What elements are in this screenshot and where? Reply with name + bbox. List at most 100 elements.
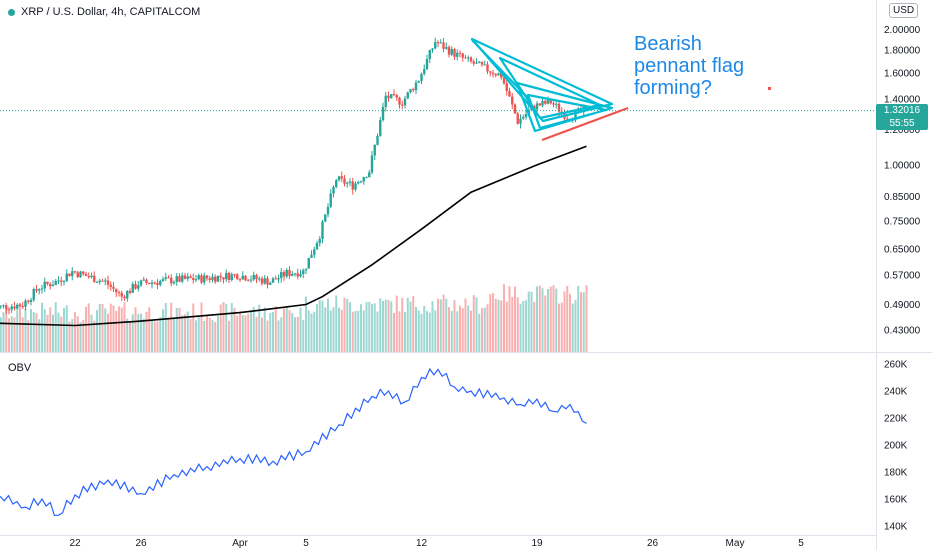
candle-body [227, 272, 231, 281]
candle-body [541, 100, 544, 106]
price-tick-label: 0.75000 [884, 217, 921, 228]
volume-bar [354, 311, 357, 352]
candle-body [392, 94, 396, 96]
volume-bar [327, 298, 329, 352]
candle-body [211, 276, 214, 281]
volume-bar [329, 310, 332, 352]
candle-body [324, 214, 327, 222]
candle-body [167, 277, 170, 279]
candle-body [51, 284, 55, 287]
annotation-line: pennant flag [634, 55, 745, 77]
volume-bar [24, 308, 27, 352]
candle-body [189, 276, 192, 279]
volume-bar [541, 288, 544, 352]
pennant-upper-line[interactable] [471, 39, 531, 101]
volume-bar [178, 307, 181, 352]
candle-body [249, 279, 253, 281]
volume-bar [395, 295, 398, 352]
price-tick-label: 2.00000 [884, 25, 921, 36]
price-tick-label: 1.60000 [884, 69, 921, 80]
volume-bar [90, 314, 93, 352]
volume-bar [467, 305, 470, 352]
volume-bar [76, 316, 79, 352]
candle-body [260, 278, 264, 284]
candle-body [467, 57, 470, 59]
volume-bar [272, 312, 274, 352]
candle-body [222, 277, 225, 280]
volume-bar [305, 296, 307, 352]
candle-body [321, 221, 324, 239]
obv-indicator-label[interactable]: OBV [8, 362, 32, 374]
volume-bar [263, 307, 266, 352]
candle-body [90, 275, 93, 278]
volume-bar [5, 302, 8, 352]
candle-body [478, 61, 481, 63]
volume-bar [335, 295, 338, 352]
candle-body [464, 57, 467, 59]
volume-bar [197, 317, 200, 352]
candle-body [263, 278, 266, 284]
candle-body [236, 274, 239, 280]
candle-body [522, 117, 525, 119]
volume-bar [415, 306, 417, 352]
candle-body [348, 181, 352, 183]
candle-body [54, 281, 57, 285]
candle-body [175, 276, 178, 282]
volume-bar [585, 285, 588, 352]
pennant-drawing[interactable] [470, 37, 614, 133]
time-tick-label: Apr [232, 538, 248, 549]
volume-bar [266, 320, 269, 352]
candle-body [238, 279, 242, 281]
volume-bar [423, 305, 426, 352]
candle-body [255, 274, 258, 280]
volume-bar [536, 286, 538, 352]
volume-bar [112, 305, 115, 352]
candle-body [332, 186, 335, 194]
candle-body [117, 292, 121, 294]
candle-body [214, 276, 217, 282]
candle-body [544, 100, 547, 104]
volume-bar [30, 309, 32, 352]
volume-bar [241, 314, 244, 352]
volume-bar [439, 299, 442, 352]
volume-bar [577, 285, 580, 352]
volume-bar [170, 302, 173, 352]
volume-bar [19, 303, 21, 352]
price-tick-label: 0.85000 [884, 192, 921, 203]
candle-body [32, 289, 35, 300]
volume-bar [115, 310, 118, 352]
candle-body [494, 74, 497, 76]
chart-annotation[interactable]: Bearish pennant flag forming? [634, 33, 744, 99]
obv-line [0, 367, 587, 517]
support-line[interactable] [541, 106, 629, 142]
candle-body [181, 275, 184, 282]
volume-bar [159, 317, 162, 352]
volume-bar [420, 313, 423, 352]
volume-bar [200, 302, 203, 352]
candle-body [337, 176, 341, 181]
candle-body [442, 42, 445, 49]
volume-bar [434, 310, 437, 352]
candle-body [423, 69, 426, 74]
currency-button[interactable]: USD [889, 3, 919, 18]
volume-bar [552, 285, 555, 352]
volume-bar [324, 307, 327, 352]
candle-body [469, 57, 473, 62]
price-tick-label: 1.40000 [884, 95, 921, 106]
volume-bar [162, 309, 164, 352]
candle-body [387, 95, 390, 99]
volume-bar [547, 288, 549, 352]
volume-bar [252, 307, 255, 352]
candle-body [126, 290, 129, 299]
volume-bar [247, 313, 250, 352]
candle-body [434, 42, 437, 49]
volume-bar [472, 295, 475, 352]
volume-bar [244, 315, 247, 352]
candle-body [172, 281, 176, 284]
candle-body [43, 281, 46, 289]
volume-bar [483, 307, 486, 352]
candle-body [546, 99, 550, 104]
volume-bar [126, 318, 129, 352]
